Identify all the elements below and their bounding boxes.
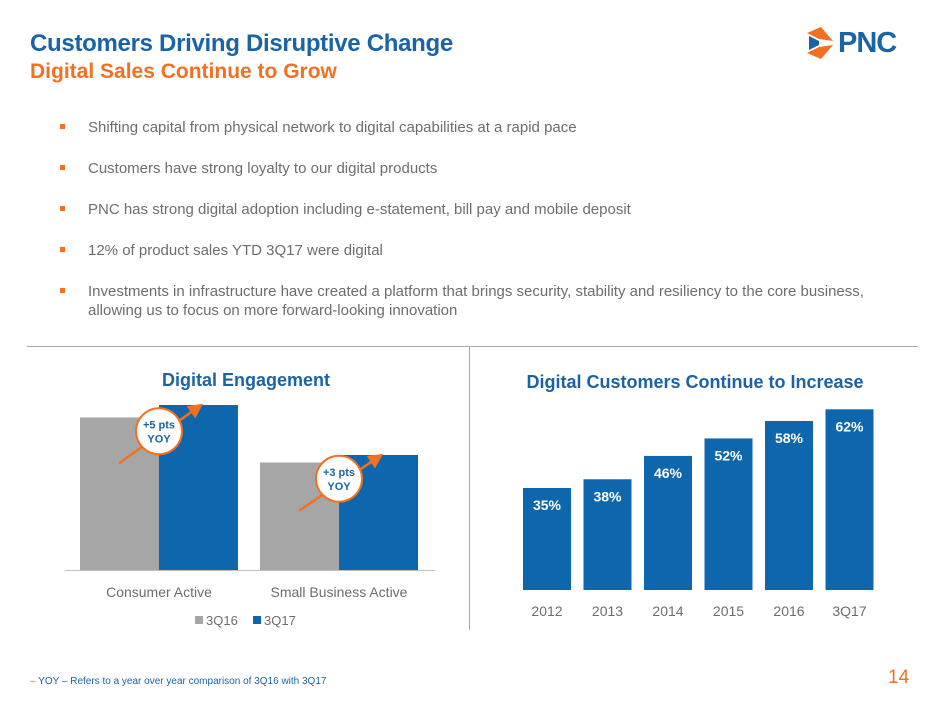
pnc-logo: PNC — [805, 27, 915, 61]
x-tick-label: 2016 — [773, 603, 804, 619]
bullet-item: PNC has strong digital adoption includin… — [60, 200, 880, 219]
bullet-text: 12% of product sales YTD 3Q17 were digit… — [88, 242, 383, 259]
horizontal-divider — [27, 346, 918, 347]
data-label: 58% — [775, 430, 804, 446]
legend-swatch-3q17 — [253, 616, 261, 624]
pnc-logo-text: PNC — [838, 27, 897, 59]
bullet-text: PNC has strong digital adoption includin… — [88, 201, 631, 218]
data-label: 38% — [593, 488, 622, 504]
legend-label-3q16: 3Q16 — [206, 613, 238, 628]
bar-2014 — [644, 455, 692, 590]
x-tick-label: 2014 — [652, 603, 683, 619]
legend-swatch-3q16 — [195, 616, 203, 624]
engagement-chart-title: Digital Engagement — [161, 370, 331, 390]
x-tick-label: 2015 — [713, 603, 744, 619]
bar-2013 — [583, 479, 632, 590]
data-label: 35% — [533, 497, 562, 513]
x-tick-label: 2012 — [531, 603, 562, 619]
bar-2016 — [765, 420, 813, 590]
yoy-annotation-line2: YOY — [327, 481, 351, 493]
yoy-annotation-line1: +3 pts — [323, 467, 355, 479]
yoy-bubble — [315, 454, 363, 503]
bar-3q17 — [825, 409, 874, 590]
bar-2012 — [523, 488, 571, 590]
data-label: 62% — [835, 418, 864, 434]
bullet-square-icon — [60, 206, 65, 211]
data-label: 46% — [654, 465, 683, 481]
yoy-bubble — [135, 407, 183, 456]
bullet-item: 12% of product sales YTD 3Q17 were digit… — [60, 241, 880, 260]
x-tick-label: 3Q17 — [832, 603, 866, 619]
vertical-divider — [469, 347, 470, 630]
bar-2015 — [704, 438, 753, 590]
bullet-text: Customers have strong loyalty to our dig… — [88, 160, 438, 177]
page-subtitle: Digital Sales Continue to Grow — [30, 60, 337, 83]
bullet-item: Shifting capital from physical network t… — [60, 118, 880, 137]
footnote: – YOY – Refers to a year over year compa… — [30, 676, 326, 687]
bullet-item: Investments in infrastructure have creat… — [60, 282, 880, 320]
legend-label-3q17: 3Q17 — [264, 613, 296, 628]
bullet-square-icon — [60, 247, 65, 252]
bullet-list: Shifting capital from physical network t… — [60, 118, 880, 342]
page-title: Customers Driving Disruptive Change — [30, 30, 453, 57]
bullet-text: Investments in infrastructure have creat… — [88, 283, 864, 319]
x-tick-label: Consumer Active — [106, 584, 212, 600]
yoy-annotation-line2: YOY — [147, 433, 171, 445]
customers-chart-title: Digital Customers Continue to Increase — [526, 372, 864, 392]
x-tick-label: Small Business Active — [271, 584, 408, 600]
data-label: 52% — [714, 447, 743, 463]
yoy-annotation-line1: +5 pts — [143, 419, 175, 431]
bullet-square-icon — [60, 288, 65, 293]
bullet-text: Shifting capital from physical network t… — [88, 119, 577, 136]
footnote-dash: – — [30, 676, 36, 687]
x-tick-label: 2013 — [592, 603, 623, 619]
footnote-text: YOY – Refers to a year over year compari… — [38, 676, 327, 687]
pnc-logo-icon — [807, 27, 833, 59]
bullet-item: Customers have strong loyalty to our dig… — [60, 159, 880, 178]
digital-customers-chart: 35% 2012 38% 2013 46% 2014 52% 2015 58% 2016 62% 3Q… — [523, 409, 874, 619]
bullet-square-icon — [60, 124, 65, 129]
page-number: 14 — [888, 667, 910, 688]
digital-engagement-chart: Consumer Active +5 pts YOY Small Business A… — [65, 403, 435, 628]
bullet-square-icon — [60, 165, 65, 170]
